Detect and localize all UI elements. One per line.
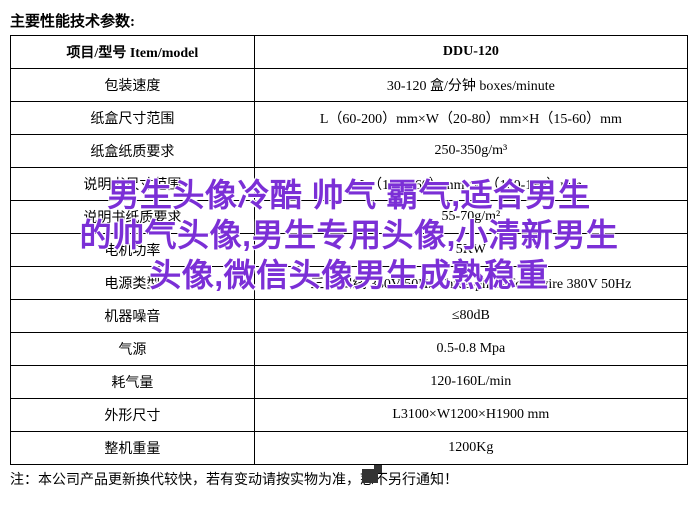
row-label: 耗气量 [11,366,255,399]
row-label: 外形尺寸 [11,399,255,432]
row-value: L（100-260）mm×W（100-190）mm [254,168,687,201]
row-label: 纸盒纸质要求 [11,135,255,168]
row-label: 机器噪音 [11,300,255,333]
row-label: 说明书尺寸范围 [11,168,255,201]
row-label: 电机功率 [11,234,255,267]
table-row: 机器噪音 ≤80dB [11,300,688,333]
row-label: 气源 [11,333,255,366]
row-label: 包装速度 [11,69,255,102]
row-label: 整机重量 [11,432,255,465]
table-row: 耗气量 120-160L/min [11,366,688,399]
footnote: 注：本公司产品更新换代较快，若有变动请按实物为准，恕不另行通知！ [10,469,688,489]
row-value: 120-160L/min [254,366,687,399]
table-row: 说明书纸质要求 55-70g/m² [11,201,688,234]
table-row: 纸盒尺寸范围 L（60-200）mm×W（20-80）mm×H（15-60）mm [11,102,688,135]
table-row: 气源 0.5-0.8 Mpa [11,333,688,366]
row-label: 电源类型 [11,267,255,300]
header-col-model: DDU-120 [254,36,687,69]
header-col-item: 项目/型号 Item/model [11,36,255,69]
row-label: 说明书纸质要求 [11,201,255,234]
table-row: 外形尺寸 L3100×W1200×H1900 mm [11,399,688,432]
section-heading: 主要性能技术参数: [10,10,688,31]
row-value: 5KW [254,234,687,267]
row-value: L3100×W1200×H1900 mm [254,399,687,432]
table-row: 纸盒纸质要求 250-350g/m³ [11,135,688,168]
table-row: 包装速度 30-120 盒/分钟 boxes/minute [11,69,688,102]
table-header-row: 项目/型号 Item/model DDU-120 [11,36,688,69]
row-value: 55-70g/m² [254,201,687,234]
row-value: 0.5-0.8 Mpa [254,333,687,366]
row-value: 1200Kg [254,432,687,465]
table-row: 说明书尺寸范围 L（100-260）mm×W（100-190）mm [11,168,688,201]
row-value: 250-350g/m³ [254,135,687,168]
row-value: L（60-200）mm×W（20-80）mm×H（15-60）mm [254,102,687,135]
table-row: 电机功率 5KW [11,234,688,267]
row-value: 三相四线 380V 50Hz Three-phase four-wire 380… [254,267,687,300]
row-value: 30-120 盒/分钟 boxes/minute [254,69,687,102]
spec-table: 项目/型号 Item/model DDU-120 包装速度 30-120 盒/分… [10,35,688,465]
row-label: 纸盒尺寸范围 [11,102,255,135]
row-value: ≤80dB [254,300,687,333]
table-row: 整机重量 1200Kg [11,432,688,465]
table-row: 电源类型 三相四线 380V 50Hz Three-phase four-wir… [11,267,688,300]
